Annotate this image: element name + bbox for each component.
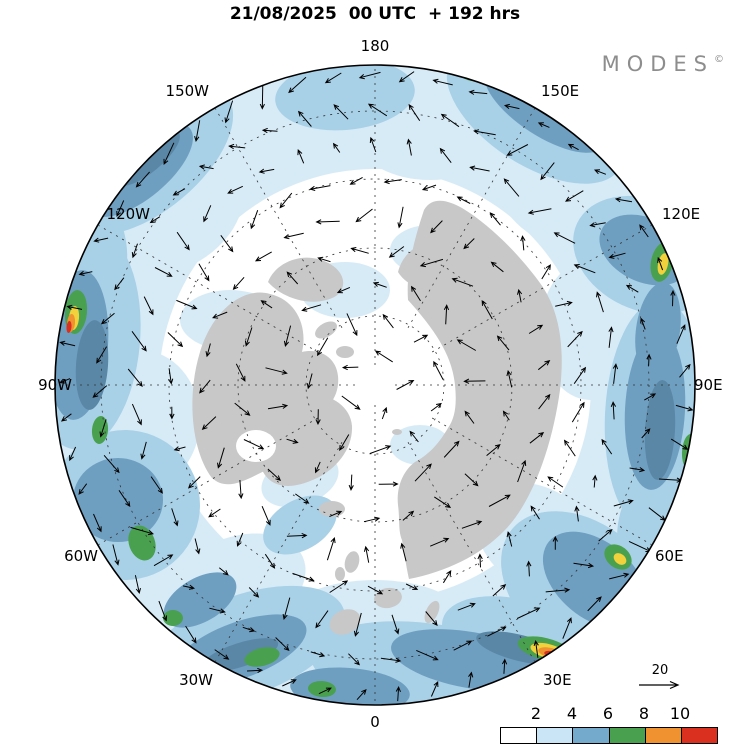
colorbar-cell	[644, 728, 681, 743]
map-boundary	[54, 64, 696, 706]
longitude-label: 30E	[543, 671, 572, 689]
colorbar-cell	[536, 728, 573, 743]
meridian-line	[98, 417, 319, 545]
brand-name: MODES	[601, 52, 714, 76]
meridian-line	[431, 225, 652, 353]
longitude-label: 90W	[38, 376, 72, 394]
page-title: 21/08/2025 00 UTC + 192 hrs	[229, 4, 521, 24]
wind-arrow-field	[59, 71, 694, 702]
longitude-label: 150W	[166, 82, 210, 100]
reference-arrow-icon	[639, 680, 680, 690]
longitude-label: 120E	[662, 205, 700, 223]
brand-logo: MODES©	[602, 52, 724, 76]
colorbar-tick-label: 8	[638, 704, 650, 723]
longitude-label: 30W	[179, 671, 213, 689]
longitude-label: 60W	[64, 547, 98, 565]
colorbar-cell	[572, 728, 609, 743]
longitude-label: 120W	[107, 205, 151, 223]
colorbar	[500, 727, 718, 744]
latitude-circle	[237, 247, 513, 523]
land-masses	[192, 200, 562, 635]
brand-copyright-mark: ©	[714, 54, 724, 65]
colorbar-cell	[680, 728, 718, 743]
meridian-line	[407, 108, 535, 329]
longitude-labels: 180 150W 150E 120W 120E 90W 90E 60W 60E 30W 30E 0	[38, 37, 723, 731]
latitude-circle	[168, 178, 582, 592]
meridian-line	[215, 441, 343, 662]
graticule	[56, 66, 694, 704]
longitude-label: 0	[370, 713, 380, 731]
meridian-line	[407, 441, 535, 662]
colorbar-tick-label: 2	[530, 704, 542, 723]
longitude-label: 150E	[541, 82, 579, 100]
reference-vector-label: 20	[651, 663, 669, 678]
colorbar-tick-label: 6	[602, 704, 614, 723]
reference-vector: 20	[632, 663, 688, 691]
meridian-line	[98, 225, 319, 353]
longitude-label: 180	[361, 37, 390, 55]
colorbar-tick-label: 10	[669, 704, 691, 723]
hudson-bay	[236, 430, 276, 462]
colorbar-cell	[608, 728, 645, 743]
longitude-label: 60E	[655, 547, 684, 565]
longitude-label: 90E	[694, 376, 723, 394]
colorbar-cell	[501, 728, 537, 743]
meridian-line	[215, 108, 343, 329]
meridian-line	[431, 417, 652, 545]
colorbar-tick-label: 4	[566, 704, 578, 723]
colorbar-ticks: 2 4 6 8 10	[500, 704, 718, 724]
